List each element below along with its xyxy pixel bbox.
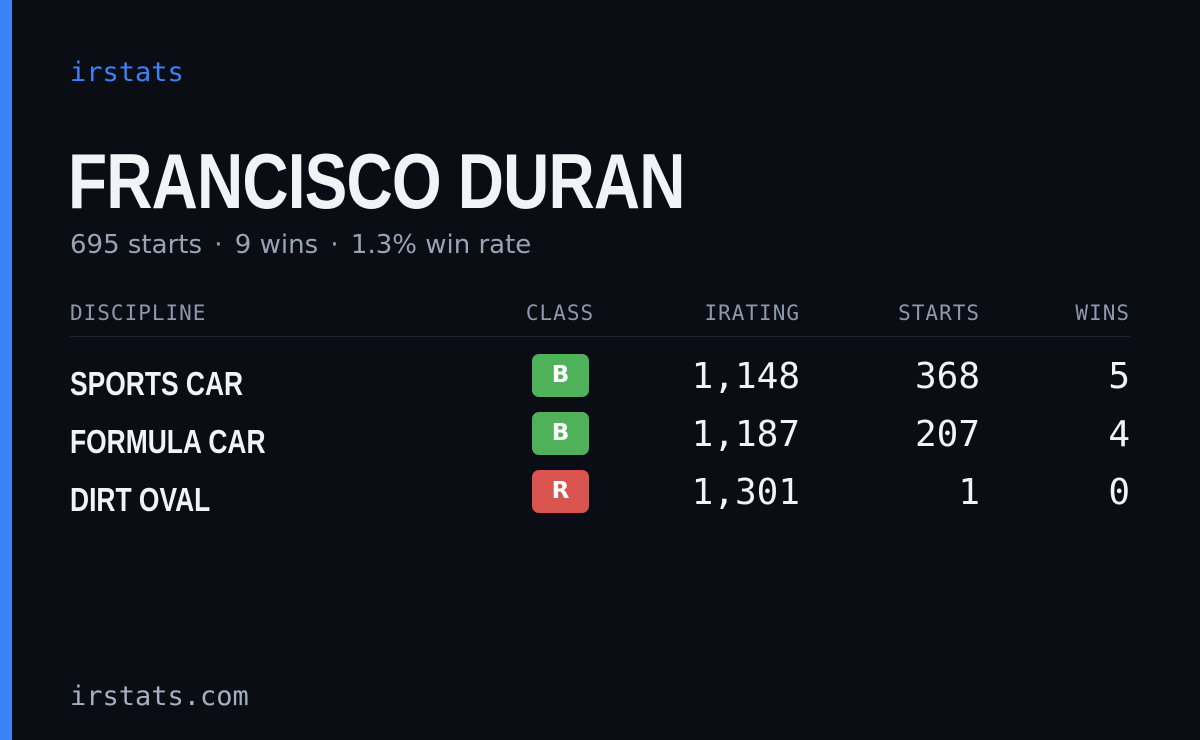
discipline-stats-table: DISCIPLINE CLASS IRATING STARTS WINS SPO… (70, 296, 1130, 518)
header-starts: STARTS (898, 301, 980, 325)
table-row: SPORTS CAR B 1,148 368 5 (70, 354, 1130, 412)
footer-site-url: irstats.com (70, 681, 249, 712)
irating-value: 1,187 (691, 414, 800, 455)
class-badge: B (532, 354, 589, 397)
header-discipline: DISCIPLINE (70, 301, 207, 325)
starts-value: 1 (958, 472, 980, 513)
class-badge: R (532, 470, 589, 513)
wins-value: 4 (1108, 414, 1130, 455)
driver-name: FRANCISCO DURAN (68, 137, 685, 225)
header-wins: WINS (1075, 301, 1130, 325)
summary-separator: · (214, 230, 223, 260)
summary-starts: 695 starts (70, 230, 202, 260)
summary-wins: 9 wins (234, 230, 319, 260)
table-header: DISCIPLINE CLASS IRATING STARTS WINS (70, 296, 1130, 337)
table-row: FORMULA CAR B 1,187 207 4 (70, 412, 1130, 470)
discipline-name: FORMULA CAR (70, 423, 266, 460)
header-class: CLASS (525, 301, 595, 325)
wins-value: 5 (1108, 356, 1130, 397)
accent-bar (0, 0, 12, 740)
summary-separator: · (330, 230, 339, 260)
brand-logo: irstats (70, 57, 184, 88)
discipline-name: DIRT OVAL (70, 481, 211, 518)
header-irating: IRATING (704, 301, 800, 325)
discipline-name: SPORTS CAR (70, 365, 244, 402)
starts-value: 368 (914, 356, 980, 397)
starts-value: 207 (914, 414, 980, 455)
table-row: DIRT OVAL R 1,301 1 0 (70, 470, 1130, 528)
class-badge: B (532, 412, 589, 455)
summary-win-rate: 1.3% win rate (350, 230, 532, 260)
irating-value: 1,148 (691, 356, 800, 397)
irating-value: 1,301 (691, 472, 800, 513)
driver-summary: 695 starts · 9 wins · 1.3% win rate (70, 228, 531, 262)
wins-value: 0 (1108, 472, 1130, 513)
